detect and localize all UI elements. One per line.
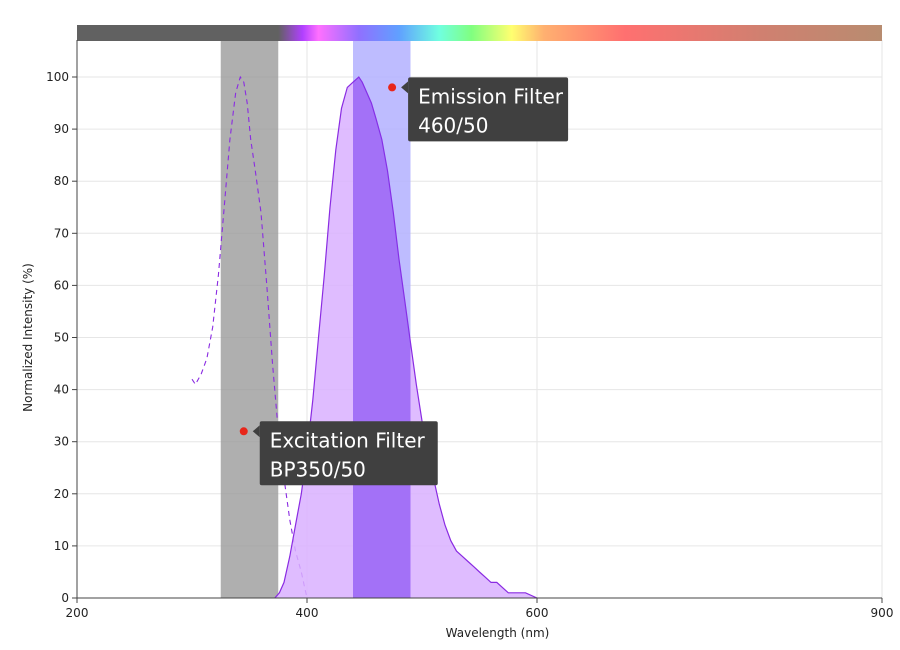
y-tick-label: 10 (54, 539, 69, 553)
callout-label-line2: 460/50 (418, 113, 488, 137)
callout-label-line1: Emission Filter (418, 84, 564, 108)
x-tick-label: 200 (66, 606, 89, 620)
callout-box (259, 421, 438, 486)
y-tick-label: 40 (54, 383, 69, 397)
callout-label-line1: Excitation Filter (270, 428, 426, 452)
y-tick-label: 0 (61, 591, 69, 605)
x-tick-label: 900 (871, 606, 894, 620)
callout-pointer (252, 425, 260, 438)
y-tick-label: 50 (54, 331, 69, 345)
callout-label-line2: BP350/50 (270, 457, 366, 481)
x-tick-label: 400 (296, 606, 319, 620)
axes: 0 10 20 30 40 50 60 70 80 90 100 200 400 600 900 Wavele… (21, 25, 893, 640)
excitation-dashed-line (191, 75, 308, 599)
callouts: Excitation Filter BP350/50 Emission Filter… (239, 77, 569, 486)
callout-marker-dot (388, 83, 397, 92)
y-tick-label: 100 (46, 70, 69, 84)
y-tick-label: 20 (54, 487, 69, 501)
y-tick-label: 60 (54, 278, 69, 292)
y-tick-label: 90 (54, 122, 69, 136)
callout-pointer (401, 81, 409, 94)
callout-marker-dot (239, 427, 248, 436)
y-tick-label: 70 (54, 226, 69, 240)
callout-box (408, 77, 569, 142)
y-axis-title: Normalized Intensity (%) (21, 263, 35, 412)
filter-band-0 (220, 41, 279, 598)
y-tick-label: 80 (54, 174, 69, 188)
x-tick-label: 600 (526, 606, 549, 620)
y-tick-label: 30 (54, 435, 69, 449)
x-axis-title: Wavelength (nm) (446, 626, 550, 640)
spectrum-color-bar (77, 25, 882, 41)
